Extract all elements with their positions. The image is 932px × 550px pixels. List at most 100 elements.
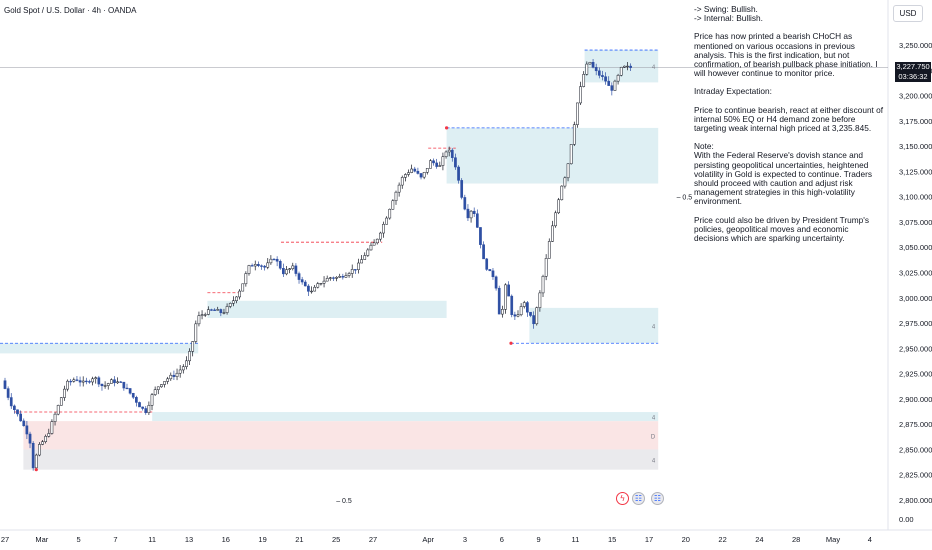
candle-body [172, 374, 176, 377]
economic-event-flag-icon[interactable]: ☷ [632, 492, 645, 505]
currency-selector[interactable]: USD [893, 5, 923, 22]
swing-bias: -> Swing: Bullish. [694, 4, 758, 14]
y-tick-label: 3,000.000 [899, 294, 932, 303]
candle-body [250, 265, 254, 267]
candle-body [507, 284, 510, 297]
candle-body [410, 168, 413, 173]
candle-body [454, 157, 457, 168]
candle-body [504, 284, 507, 310]
candle-body [307, 285, 310, 292]
candle-body [113, 379, 116, 384]
economic-event-flag-icon[interactable]: ☷ [651, 492, 664, 505]
candle-body [538, 292, 542, 308]
gray-zone [23, 449, 659, 470]
candle-body [97, 377, 101, 385]
candle-body [382, 223, 385, 234]
y-tick-label: 2,825.000 [899, 471, 932, 480]
swing-point-marker [34, 468, 38, 472]
zone-label: 4 [652, 459, 656, 465]
flash-event-icon[interactable]: ϟ [616, 492, 629, 505]
x-tick-label: 19 [258, 535, 266, 544]
candle-body [557, 199, 561, 214]
candle-body [360, 259, 363, 264]
x-tick-label: 11 [572, 535, 580, 544]
candle-body [163, 381, 166, 385]
candle-body [482, 244, 485, 260]
candle-body [375, 238, 379, 244]
candle-body [463, 197, 467, 210]
analysis-notes: -> Swing: Bullish. -> Internal: Bullish.… [694, 4, 884, 252]
x-tick-label: 9 [537, 535, 541, 544]
candle-body [444, 151, 448, 157]
candle-body [272, 258, 276, 261]
demand-zone [207, 300, 447, 318]
candle-body [429, 160, 432, 169]
candle-body [535, 307, 539, 325]
candle-body [519, 306, 523, 316]
candle-body [291, 265, 295, 269]
x-tick-label: 21 [295, 535, 303, 544]
y-tick-label: 3,200.000 [899, 92, 932, 101]
candle-body [181, 366, 185, 371]
x-tick-label: 5 [77, 535, 81, 544]
candle-body [316, 283, 320, 288]
candle-body [84, 380, 88, 383]
candle-body [322, 280, 326, 284]
candle-body [6, 388, 10, 398]
candle-body [47, 433, 51, 437]
zone-label: 4 [652, 416, 656, 422]
candle-body [613, 80, 617, 91]
candle-body [288, 268, 291, 270]
candle-body [81, 380, 85, 383]
candle-body [491, 270, 495, 278]
candle-body [9, 397, 13, 407]
x-tick-label: 6 [500, 535, 504, 544]
candle-body [579, 86, 582, 104]
candle-body [150, 394, 154, 406]
x-tick-label: 28 [792, 535, 800, 544]
analysis-paragraph-1: Price has now printed a bearish CHoCH as… [694, 31, 878, 79]
candle-body [144, 408, 148, 413]
candle-body [156, 386, 160, 390]
candle-body [25, 425, 29, 435]
candle-body [597, 70, 601, 76]
candle-body [303, 281, 307, 287]
symbol-title[interactable]: Gold Spot / U.S. Dollar · 4h · OANDA [4, 6, 137, 15]
candle-body [529, 311, 532, 316]
x-tick-label: Mar [35, 535, 48, 544]
current-price-tag: 3,227.750 03:36:32 [895, 62, 931, 82]
candle-body [435, 162, 439, 167]
candle-body [88, 381, 91, 383]
analysis-paragraph-3: With the Federal Reserve's dovish stance… [694, 150, 873, 207]
x-tick-label: 17 [645, 535, 653, 544]
candle-body [34, 454, 38, 469]
candle-body [332, 277, 335, 279]
x-tick-label: 27 [1, 535, 9, 544]
candle-body [213, 309, 216, 311]
candle-body [450, 149, 454, 158]
zone-label: 4 [652, 65, 656, 71]
candle-body [50, 421, 54, 434]
candle-body [110, 379, 113, 384]
candle-body [419, 173, 423, 178]
candle-body [369, 244, 373, 251]
candle-body [475, 213, 479, 228]
candle-body [379, 232, 382, 240]
candle-body [353, 269, 357, 271]
candle-body [438, 165, 442, 167]
candle-body [128, 388, 132, 394]
candle-body [285, 269, 288, 275]
candle-body [194, 323, 198, 342]
candle-body [510, 295, 514, 315]
candle-body [572, 124, 576, 145]
candle-body [325, 278, 329, 282]
candle-body [335, 277, 338, 279]
candle-body [169, 374, 173, 380]
candle-body [166, 378, 170, 382]
y-tick-label: 2,850.000 [899, 445, 932, 454]
candle-body [72, 379, 76, 382]
candle-body [138, 402, 141, 408]
candle-body [310, 290, 313, 293]
bar-countdown: 03:36:32 [898, 72, 928, 81]
